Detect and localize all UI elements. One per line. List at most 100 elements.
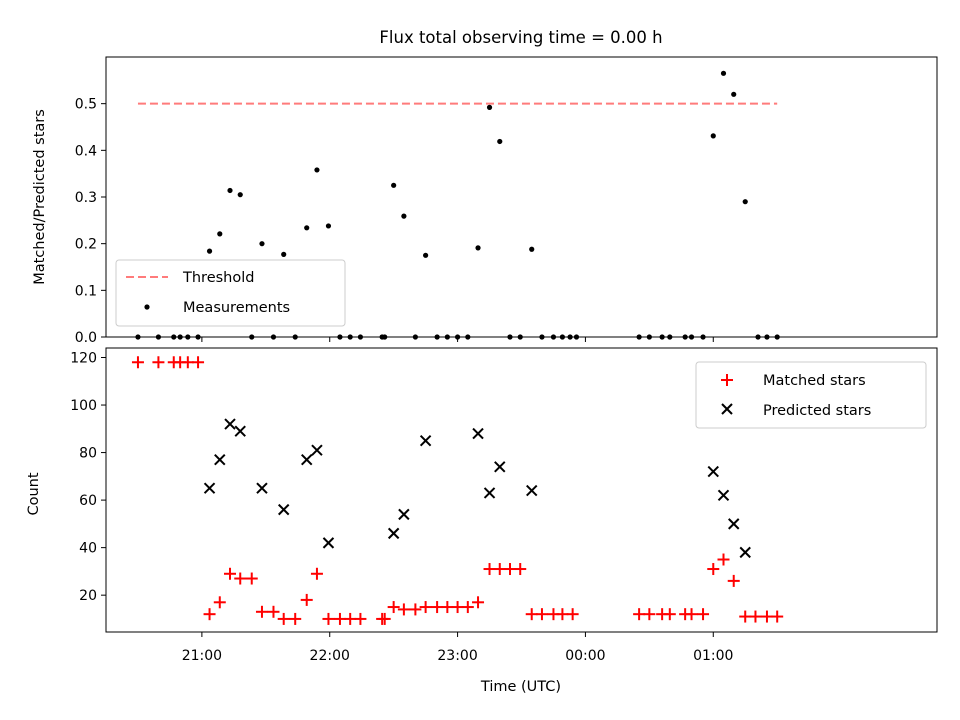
matched-star-point xyxy=(234,572,247,585)
predicted-legend-label: Predicted stars xyxy=(763,403,871,419)
matched-star-point xyxy=(556,608,569,621)
predicted-star-point xyxy=(707,465,719,478)
top-y-tick-label: 0.1 xyxy=(75,283,97,299)
measurements-legend-label: Measurements xyxy=(183,300,290,316)
matched-star-point xyxy=(472,596,485,609)
matched-star-point xyxy=(663,608,676,621)
top-y-tick-label: 0.2 xyxy=(75,237,97,253)
matched-star-point xyxy=(203,608,216,621)
top-y-tick-label: 0.4 xyxy=(75,143,97,159)
matched-star-point xyxy=(707,563,720,576)
matched-star-point xyxy=(451,601,464,614)
matched-star-point xyxy=(697,608,710,621)
predicted-star-point xyxy=(728,518,740,530)
measurement-point xyxy=(486,104,493,110)
matched-star-point xyxy=(461,601,474,614)
bottom-x-tick-label: 21:00 xyxy=(182,648,222,664)
bottom-x-tick-label: 22:00 xyxy=(310,648,350,664)
matched-star-point xyxy=(152,356,165,369)
matched-star-point xyxy=(387,601,400,614)
predicted-star-point xyxy=(472,427,484,440)
measurement-point xyxy=(304,225,310,231)
matched-star-point xyxy=(717,553,730,566)
bottom-y-tick-label: 40 xyxy=(79,541,97,557)
top-legend-box xyxy=(115,259,346,327)
matched-star-point xyxy=(300,593,313,606)
matched-star-point xyxy=(255,605,268,618)
predicted-star-point xyxy=(256,482,268,494)
matched-legend-swatch xyxy=(721,374,733,386)
matched-star-point xyxy=(514,563,527,576)
matched-star-point xyxy=(192,356,205,369)
bottom-y-tick-label: 120 xyxy=(70,351,97,367)
matched-star-point xyxy=(419,601,432,614)
top-plot-marks xyxy=(135,70,780,340)
measurement-point xyxy=(391,182,397,188)
matched-star-point xyxy=(771,610,784,623)
matched-star-point xyxy=(503,563,516,576)
matched-star-point xyxy=(739,610,752,623)
bottom-legend: Matched stars Predicted stars xyxy=(695,361,927,429)
predicted-star-point xyxy=(398,508,410,521)
measurement-point xyxy=(401,213,407,219)
threshold-legend-label: Threshold xyxy=(182,270,254,286)
matched-star-point xyxy=(633,608,646,621)
matched-star-point xyxy=(525,608,538,621)
predicted-star-point xyxy=(739,546,751,559)
measurement-point xyxy=(314,167,320,173)
predicted-star-point xyxy=(234,425,246,437)
bottom-y-axis-label: Count xyxy=(26,472,42,515)
measurement-point xyxy=(475,245,481,251)
top-y-tick-label: 0.3 xyxy=(75,190,97,206)
matched-star-point xyxy=(344,612,357,625)
predicted-star-point xyxy=(277,503,290,516)
matched-star-point xyxy=(727,574,740,587)
top-y-axis: 0.0 0.1 0.2 0.3 0.4 0.5 xyxy=(75,97,714,346)
predicted-star-point xyxy=(214,453,226,466)
measurement-point xyxy=(281,251,287,257)
bottom-axes: 20 40 60 80 100 120 21:00 22:00 23:00 00:00 01:00 xyxy=(70,351,733,664)
predicted-star-point xyxy=(419,434,432,447)
top-panel: 0.0 0.1 0.2 0.3 0.4 0.5 Matched/Predicted sta… xyxy=(32,56,938,346)
matched-star-point xyxy=(224,567,237,580)
predicted-star-point xyxy=(301,453,313,466)
measurement-point xyxy=(529,246,535,252)
matched-star-point xyxy=(493,563,506,576)
chart-title: Flux total observing time = 0.00 h xyxy=(379,28,662,47)
top-y-tick-label: 0.5 xyxy=(75,97,97,113)
predicted-star-point xyxy=(224,418,236,430)
measurement-point xyxy=(423,252,429,258)
top-legend: Threshold Measurements xyxy=(115,259,346,327)
top-y-tick-label: 0.0 xyxy=(75,330,97,346)
matched-star-point xyxy=(213,596,226,609)
bottom-plot-marks xyxy=(131,356,784,625)
matched-star-point xyxy=(535,608,548,621)
predicted-star-point xyxy=(494,461,506,473)
measurement-point xyxy=(237,192,243,198)
bottom-y-tick-label: 20 xyxy=(79,588,97,604)
measurements-legend-swatch xyxy=(144,304,150,310)
predicted-star-point xyxy=(311,444,323,456)
bottom-x-tick-label: 01:00 xyxy=(693,648,733,664)
predicted-star-point xyxy=(526,484,538,497)
predicted-star-point xyxy=(717,489,730,502)
matched-star-point xyxy=(685,608,698,621)
matched-star-point xyxy=(441,601,454,614)
measurement-point xyxy=(325,223,332,229)
top-y-axis-label: Matched/Predicted stars xyxy=(32,109,48,285)
measurement-point xyxy=(497,138,503,145)
matched-star-point xyxy=(397,603,410,616)
matched-star-point xyxy=(277,612,290,625)
measurement-point xyxy=(731,91,737,97)
matched-star-point xyxy=(267,605,280,618)
matched-star-point xyxy=(760,610,773,623)
matched-star-point xyxy=(409,603,422,616)
matched-star-point xyxy=(378,612,391,625)
bottom-legend-box xyxy=(695,361,927,429)
measurement-point xyxy=(206,248,213,254)
matched-star-point xyxy=(131,356,144,369)
x-axis-label: Time (UTC) xyxy=(480,679,561,695)
matched-star-point xyxy=(566,608,579,621)
